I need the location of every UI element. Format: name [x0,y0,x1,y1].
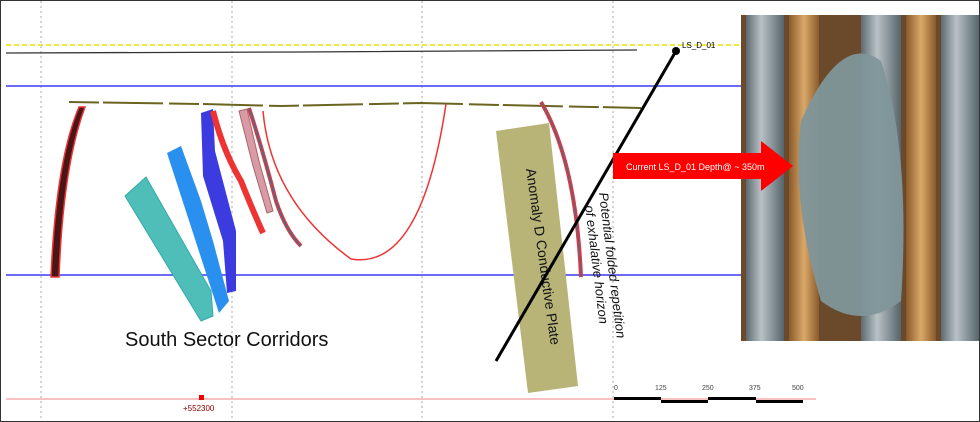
scale-tick-0: 0 [614,385,618,392]
depth-arrow [613,141,793,191]
folded-conductor [262,103,447,261]
conductor-red [210,110,266,235]
corridor-indigo [201,109,236,293]
scale-tick-500: 500 [792,385,804,392]
drill-core-photo [741,15,979,341]
corridor-cyan [124,176,214,322]
scale-tick-250: 250 [702,385,714,392]
topography-line [5,49,638,54]
overburden-line [68,101,642,109]
drill-trace [494,50,678,362]
conductor-pink [238,108,274,214]
conductor-dark-red [50,106,87,278]
south-sector-label: South Sector Corridors [125,329,328,351]
depth-arrow-label: Current LS_D_01 Depth@ ~ 350m [626,162,764,172]
corridor-blue [167,146,229,313]
drill-collar [672,47,680,55]
scale-bar: 0 125 250 375 500 [614,385,804,403]
anomaly-d-plate [496,123,578,393]
easting-label: +552300 [183,404,215,413]
easting-marker [199,395,204,400]
grid-lines [40,1,614,421]
drillhole-label: LS_D_01 [682,41,716,50]
conductor-red-blue-core [248,107,302,247]
conductor-east-core [540,101,582,278]
scale-tick-125: 125 [655,385,667,392]
scale-tick-375: 375 [749,385,761,392]
